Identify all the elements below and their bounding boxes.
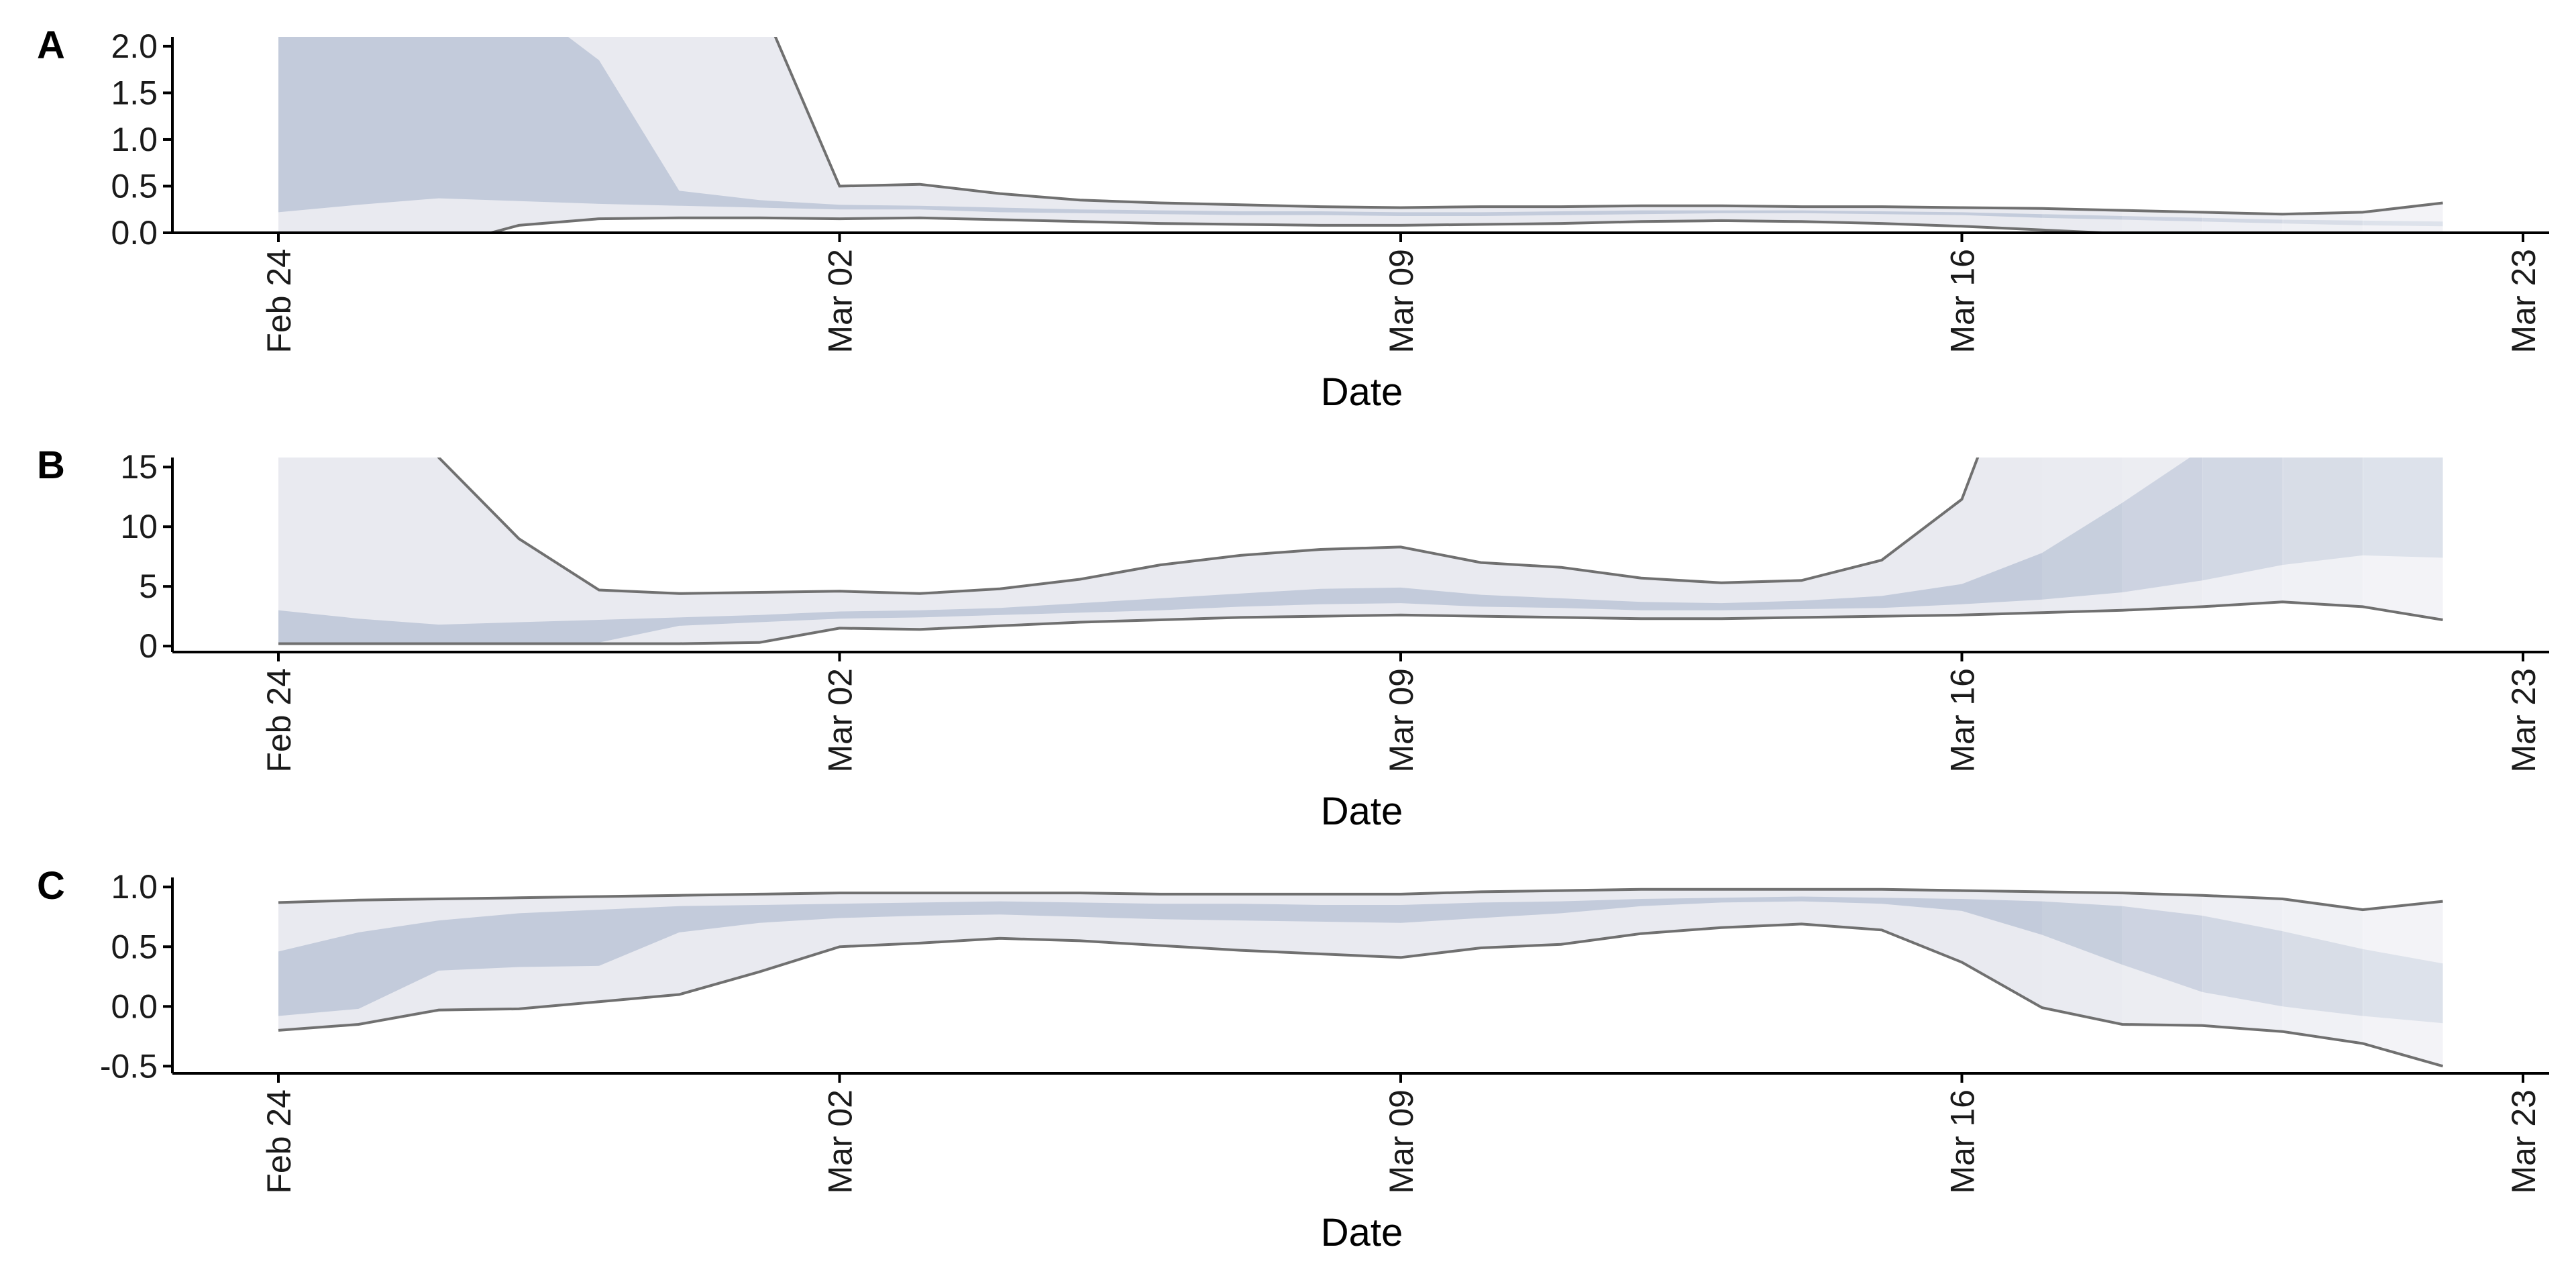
x-tick-label: Mar 09 <box>1383 249 1420 354</box>
x-tick-label: Mar 09 <box>1383 668 1420 773</box>
y-tick-label: 0.0 <box>111 214 158 252</box>
x-axis-title: Date <box>1321 790 1403 833</box>
y-tick-label: 1.0 <box>111 868 158 906</box>
x-tick-label: Mar 16 <box>1944 668 1982 773</box>
y-tick-label: 15 <box>120 448 158 486</box>
plot-area <box>278 458 2444 652</box>
x-tick-label: Mar 02 <box>822 249 859 354</box>
recent-fade-strip <box>2282 458 2363 652</box>
upper-bound-line <box>278 888 2443 912</box>
y-tick-label: 5 <box>139 568 158 605</box>
x-tick-label: Mar 23 <box>2505 1089 2542 1194</box>
lower-bound-line <box>278 600 2443 645</box>
outer-band-area <box>278 37 2443 233</box>
x-tick-label: Mar 16 <box>1944 1089 1982 1194</box>
x-tick-label: Mar 09 <box>1383 1089 1420 1194</box>
recent-fade-strip <box>2363 458 2444 652</box>
x-tick-label: Mar 23 <box>2505 668 2542 773</box>
recent-fade-strip <box>2202 877 2284 1073</box>
x-tick-label: Feb 24 <box>260 668 298 773</box>
y-tick-label: 10 <box>120 508 158 545</box>
panel-a: A 0.0 0.5 1.0 1.5 2.0 Feb 24 Mar 02 Mar 09 Mar 1… <box>37 23 2549 414</box>
panel-b-tag: B <box>37 443 65 487</box>
x-axis-title: Date <box>1321 370 1403 414</box>
recent-fade-strip <box>2282 37 2363 233</box>
recent-fade-strip <box>2042 458 2123 652</box>
recent-fade-strip <box>2122 877 2203 1073</box>
panel-b: B 0 5 10 15 Feb 24 Mar 02 Mar 09 Mar 16 Mar 23 Da… <box>37 443 2549 833</box>
recent-fade-strip <box>2122 458 2203 652</box>
x-tick-label: Mar 02 <box>822 668 859 773</box>
recent-fade-strip <box>2042 877 2123 1073</box>
panel-a-tag: A <box>37 23 65 67</box>
upper-bound-line <box>773 37 2443 216</box>
panel-c: C -0.5 0.0 0.5 1.0 Feb 24 Mar 02 Mar 09 Mar 16 M… <box>37 864 2549 1254</box>
plot-area <box>278 877 2444 1073</box>
x-tick-label: Feb 24 <box>260 1089 298 1194</box>
plot-area <box>278 37 2444 233</box>
recent-fade-strip <box>2202 37 2284 233</box>
inner-band-area <box>278 37 2443 227</box>
x-tick-label: Mar 02 <box>822 1089 859 1194</box>
recent-fade-strip <box>2363 37 2444 233</box>
recent-fade-strip <box>2363 877 2444 1073</box>
x-tick-label: Mar 16 <box>1944 249 1982 354</box>
x-tick-label: Feb 24 <box>260 249 298 354</box>
inner-band-area <box>278 458 2443 643</box>
y-tick-label: 0 <box>139 627 158 665</box>
recent-fade-strip <box>2202 458 2284 652</box>
inner-band-area <box>278 896 2443 1024</box>
x-axis-title: Date <box>1321 1211 1403 1254</box>
y-tick-label: 1.0 <box>111 121 158 158</box>
panel-c-tag: C <box>37 864 65 908</box>
y-tick-label: 0.5 <box>111 167 158 205</box>
x-tick-label: Mar 23 <box>2505 249 2542 354</box>
y-tick-label: 0.0 <box>111 987 158 1025</box>
lower-bound-line <box>278 922 2444 1068</box>
y-tick-label: 0.5 <box>111 928 158 965</box>
y-tick-label: -0.5 <box>100 1047 158 1085</box>
y-tick-label: 2.0 <box>111 28 158 65</box>
recent-fade-strip <box>2122 37 2203 233</box>
recent-fade-strip <box>2042 37 2123 233</box>
y-tick-label: 1.5 <box>111 74 158 111</box>
outer-band-area <box>278 889 2443 1067</box>
upper-bound-line <box>437 458 1980 595</box>
